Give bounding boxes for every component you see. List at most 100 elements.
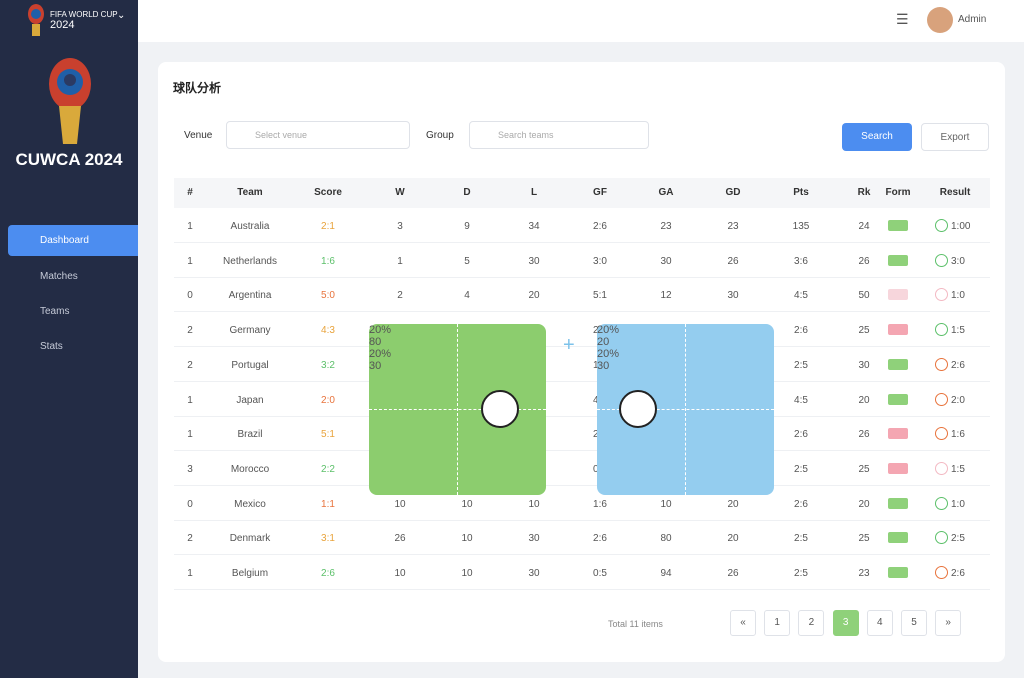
panel-label: 20 (597, 336, 610, 348)
table-cell: 0 (187, 498, 193, 510)
table-cell: 10 (461, 533, 473, 545)
panel-label: 20% (597, 324, 620, 336)
user-name: Admin (958, 14, 987, 25)
chart-panel: 20% 20 20% 30 (597, 324, 774, 495)
table-cell: Germany (229, 325, 271, 337)
table-cell: 23 (727, 221, 739, 232)
result-icon (935, 392, 948, 406)
result-text: 1:5 (951, 463, 965, 475)
table-cell: 0 (187, 290, 193, 302)
menu-icon[interactable]: ☰ (896, 11, 909, 27)
table-cell: 12 (660, 290, 672, 302)
brand-line: FIFA WORLD CUP (50, 10, 118, 19)
result-icon (935, 531, 948, 545)
table-cell: 9 (464, 221, 470, 232)
table-cell: 26 (858, 255, 870, 267)
panel-label: 20% (369, 324, 392, 336)
row-divider (174, 242, 990, 243)
column-header: # (187, 187, 193, 198)
status-bar (888, 393, 908, 405)
export-button[interactable]: Export (921, 123, 989, 151)
table-cell: 20 (727, 498, 739, 510)
menu-item[interactable]: Stats (40, 341, 63, 352)
table-cell: 20 (727, 533, 739, 545)
result-icon (935, 219, 948, 232)
table-cell: 3 (187, 463, 193, 475)
table-cell: 2:5 (794, 463, 808, 475)
table-cell: 26 (394, 533, 406, 545)
table-cell: 1 (187, 568, 193, 579)
table-cell: 135 (792, 221, 810, 232)
status-bar (888, 532, 908, 544)
column-header: L (530, 187, 538, 198)
table-cell: 5:0 (321, 290, 335, 302)
trophy-logo (49, 58, 91, 144)
table-cell: 3:0 (593, 255, 607, 267)
page-button[interactable]: 3 (832, 610, 859, 636)
table-cell: 2:6 (794, 429, 808, 441)
table-cell: Brazil (237, 429, 263, 441)
table-cell: 80 (660, 533, 672, 545)
brand-line: 2024 (50, 19, 75, 31)
status-bar (888, 428, 908, 440)
search-input[interactable]: Search teams (469, 121, 649, 149)
menu-item[interactable]: Dashboard (8, 225, 138, 256)
table-cell: 30 (858, 359, 870, 371)
table-cell: 1 (187, 429, 193, 441)
page-button[interactable]: 1 (764, 610, 791, 636)
table-cell: 2:0 (321, 394, 335, 406)
menu-item[interactable]: Teams (40, 306, 70, 317)
page-button[interactable]: » (935, 610, 962, 636)
status-bar (888, 567, 908, 578)
table-cell: 5:1 (321, 429, 335, 441)
table-cell: 20 (528, 290, 540, 302)
select[interactable]: Select venue (226, 121, 410, 149)
panel-label: 30 (597, 360, 610, 372)
table-cell: 1 (397, 255, 403, 267)
row-divider (174, 450, 990, 452)
table-cell: 30 (528, 568, 540, 579)
row-divider (174, 276, 990, 278)
status-bar (888, 220, 908, 231)
row-divider (174, 554, 990, 556)
column-header: Team (237, 187, 263, 198)
page-button[interactable]: 4 (866, 610, 893, 636)
row-divider (174, 589, 990, 590)
result-text: 1:00 (951, 221, 971, 232)
table-cell: 1:6 (321, 255, 335, 267)
avatar[interactable] (927, 7, 953, 33)
result-text: 1:6 (951, 429, 965, 441)
table-cell: 10 (394, 498, 406, 510)
panel-label: 30 (369, 360, 382, 372)
table-cell: 23 (660, 221, 672, 232)
page-button[interactable]: 5 (901, 610, 927, 636)
row-divider (174, 346, 990, 348)
table-cell: 4 (464, 290, 470, 302)
table-cell: 4:3 (321, 325, 335, 337)
table-cell: 2:1 (321, 221, 335, 232)
result-text: 2:0 (951, 394, 965, 406)
table-cell: 25 (858, 533, 870, 545)
table-cell: Mexico (234, 498, 266, 510)
result-text: 1:5 (951, 325, 965, 337)
chevron[interactable]: ⌄ (117, 10, 126, 21)
page-button[interactable]: « (730, 610, 756, 636)
column-header: GD (725, 187, 741, 198)
brand: FIFA WORLD CUP 2024 (50, 9, 118, 31)
column-header: GF (593, 187, 607, 198)
table-cell: 10 (660, 498, 672, 510)
table-cell: Netherlands (223, 255, 277, 267)
row-divider (174, 311, 990, 313)
page-button[interactable]: 2 (798, 610, 825, 636)
table-cell: 2 (187, 359, 193, 371)
search-button[interactable]: Search (842, 123, 912, 151)
card-title: 球队分析 (173, 81, 222, 95)
table-cell: 30 (727, 290, 739, 302)
logo-text: CUWCA 2024 (15, 150, 123, 169)
menu-item[interactable]: Matches (40, 271, 78, 282)
divider (369, 409, 546, 410)
sidebar: FIFA WORLD CUP 2024 ⌄ CUWCA 2024 Dashboar… (0, 0, 138, 678)
table-cell: 0:5 (593, 568, 607, 579)
table-cell: 2:5 (794, 359, 808, 371)
